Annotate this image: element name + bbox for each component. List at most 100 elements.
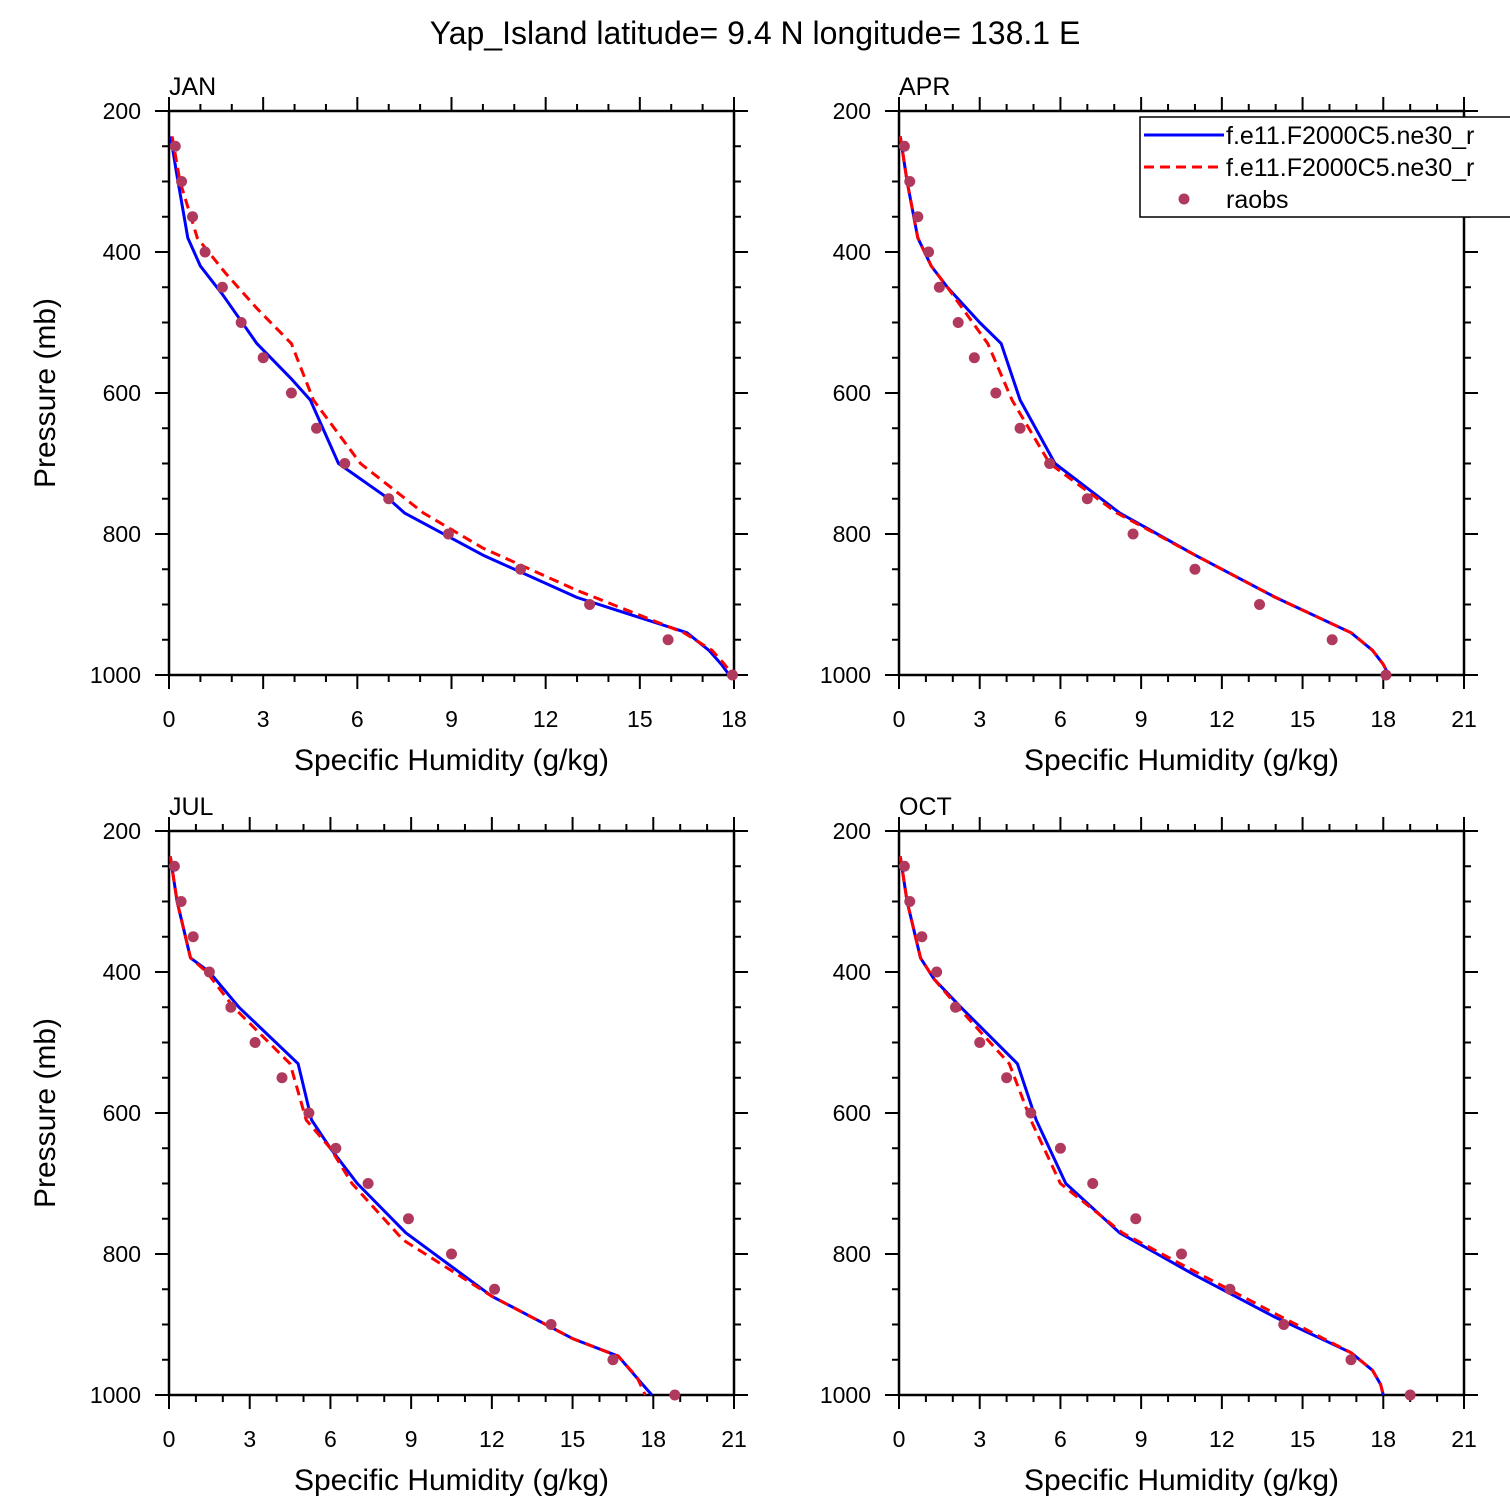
raobs-point	[187, 211, 199, 223]
raobs-point	[545, 1319, 557, 1330]
x-tick-label: 3	[257, 706, 270, 732]
x-tick-label: 21	[721, 1426, 747, 1452]
model-solid-line	[898, 856, 1385, 1396]
panel-oct: OCT 0 3 6 9 12 15 18 21 200 400 600 800 1000 Specific …	[820, 793, 1478, 1497]
x-tick-label: 12	[479, 1426, 505, 1452]
y-tick-label: 200	[103, 98, 141, 124]
raobs-point	[1054, 1142, 1066, 1154]
model-solid-line	[168, 856, 654, 1396]
raobs-point	[1278, 1319, 1290, 1330]
model-dashed-line	[168, 856, 647, 1396]
y-tick-label: 600	[103, 1100, 141, 1126]
panel-title: OCT	[899, 793, 952, 821]
panel-jul: JUL 0 3 6 9 12 15 18 21 200 400 600 800 1000 Specific …	[29, 793, 748, 1497]
x-tick-label: 3	[973, 1426, 986, 1452]
raobs-point	[169, 140, 181, 152]
x-axis-label: Specific Humidity (g/kg)	[1024, 1464, 1339, 1497]
y-tick-label: 200	[833, 98, 871, 124]
model-dashed-line	[170, 136, 734, 676]
raobs-point	[1326, 634, 1338, 646]
model-solid-line	[169, 136, 731, 676]
raobs-point	[257, 352, 269, 364]
x-tick-label: 18	[640, 1426, 666, 1452]
raobs-point	[330, 1142, 342, 1154]
raobs-point	[990, 387, 1002, 399]
raobs-point	[607, 1354, 619, 1366]
y-tick-label: 400	[103, 959, 141, 985]
x-tick-label: 6	[1054, 706, 1067, 732]
x-tick-label: 9	[1135, 1426, 1148, 1452]
x-axis-label: Specific Humidity (g/kg)	[294, 1464, 609, 1497]
y-tick-label: 200	[103, 818, 141, 844]
raobs-point	[1224, 1283, 1236, 1295]
x-tick-label: 6	[324, 1426, 337, 1452]
y-tick-label: 1000	[820, 662, 871, 688]
raobs-point	[1189, 563, 1201, 575]
x-tick-label: 12	[1209, 1426, 1235, 1452]
raobs-point	[584, 599, 596, 610]
x-tick-label: 18	[1370, 1426, 1396, 1452]
raobs-point	[303, 1107, 315, 1119]
raobs-point	[1130, 1213, 1142, 1225]
raobs-point	[235, 317, 247, 328]
raobs-point	[898, 860, 910, 872]
raobs-point	[1127, 528, 1139, 540]
raobs-point	[1001, 1072, 1013, 1084]
y-tick-label: 1000	[90, 662, 141, 688]
x-tick-label: 0	[163, 1426, 176, 1452]
x-tick-label: 0	[163, 706, 176, 732]
raobs-point	[1087, 1178, 1099, 1189]
raobs-point	[931, 966, 943, 978]
x-tick-label: 3	[243, 1426, 256, 1452]
y-tick-label: 1000	[820, 1382, 871, 1408]
raobs-point	[1014, 422, 1026, 434]
raobs-point	[446, 1248, 457, 1260]
raobs-point	[1254, 599, 1266, 610]
raobs-point	[249, 1037, 261, 1048]
raobs-point	[952, 317, 964, 328]
y-tick-label: 800	[103, 521, 141, 547]
raobs-point	[175, 896, 187, 907]
x-tick-label: 3	[973, 706, 986, 732]
y-tick-label: 800	[103, 1241, 141, 1267]
raobs-point	[904, 176, 916, 187]
x-tick-label: 15	[1290, 1426, 1316, 1452]
x-tick-label: 21	[1451, 706, 1477, 732]
raobs-point	[383, 493, 395, 505]
raobs-point	[669, 1389, 681, 1401]
panel-title: JUL	[169, 793, 214, 821]
raobs-point	[203, 966, 215, 978]
raobs-point	[311, 422, 323, 434]
x-tick-label: 21	[1451, 1426, 1477, 1452]
raobs-point	[285, 387, 297, 399]
x-tick-label: 15	[627, 706, 653, 732]
legend: f.e11.F2000C5.ne30_r f.e11.F2000C5.ne30_r…	[1139, 116, 1510, 218]
y-tick-label: 600	[833, 1100, 871, 1126]
y-tick-label: 800	[833, 521, 871, 547]
raobs-point	[1081, 493, 1093, 505]
raobs-point	[950, 1001, 961, 1013]
y-tick-label: 400	[833, 959, 871, 985]
raobs-point	[339, 458, 351, 469]
panel-jan: JAN 0 3 6 9 12 15 18 200 400 600 800 1000 Specific Hu…	[29, 73, 748, 777]
plot-frame	[167, 109, 736, 677]
raobs-point	[199, 246, 211, 258]
x-tick-label: 0	[893, 1426, 906, 1452]
raobs-point	[402, 1213, 414, 1225]
y-tick-label: 600	[833, 380, 871, 406]
plot-frame	[167, 829, 736, 1397]
raobs-point	[662, 634, 674, 646]
raobs-point	[225, 1001, 237, 1013]
y-tick-label: 400	[833, 239, 871, 265]
panel-apr: APR 0 3 6 9 12 15 18 21 200 400 600 800 1000 Specific …	[820, 73, 1478, 777]
x-tick-label: 18	[1370, 706, 1396, 732]
legend-label: f.e11.F2000C5.ne30_r	[1226, 122, 1474, 150]
x-axis-label: Specific Humidity (g/kg)	[294, 744, 609, 777]
raobs-point	[1044, 458, 1056, 469]
x-tick-label: 12	[533, 706, 559, 732]
panel-title: JAN	[169, 73, 216, 101]
raobs-point	[168, 860, 180, 872]
raobs-point	[1404, 1389, 1416, 1401]
raobs-point	[187, 931, 199, 943]
